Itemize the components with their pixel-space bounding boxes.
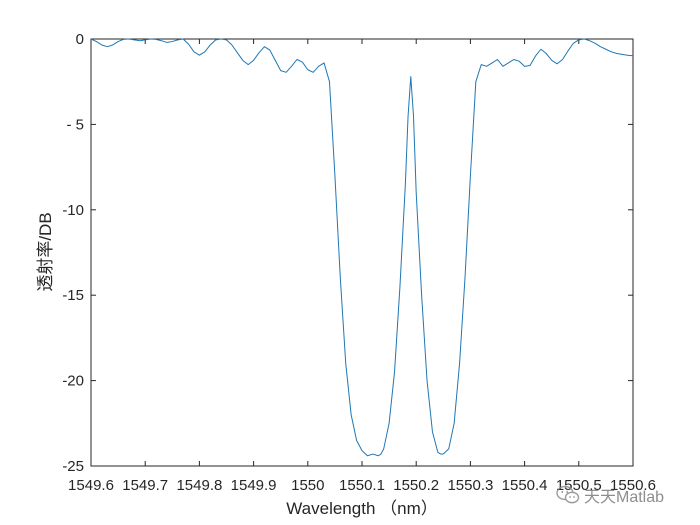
y-tick-label: -10 — [62, 202, 84, 219]
series-group — [90, 38, 634, 457]
y-tick-label: - 5 — [66, 116, 84, 133]
y-tick-label: -20 — [62, 373, 84, 390]
watermark: 天天Matlab — [556, 482, 696, 508]
x-tick-label: 1550 — [291, 477, 324, 494]
series-line-1 — [90, 38, 634, 457]
x-tick-label: 1549.7 — [122, 477, 168, 494]
y-tick-label: -25 — [62, 458, 84, 475]
y-tick-label: -15 — [62, 287, 84, 304]
wechat-icon — [556, 485, 580, 504]
y-axis-label: 透射率/DB — [36, 212, 55, 291]
x-tick-label: 1550.6 — [610, 477, 656, 494]
watermark-text: 天天Matlab — [584, 489, 665, 506]
x-axis: 1549.6 1549.7 1549.8 1549.9 1550 1550.1 1550.2… — [68, 39, 656, 494]
x-axis-label: Wavelength （nm） — [286, 499, 437, 518]
y-tick-label: 0 — [76, 31, 84, 48]
x-tick-label: 1550.2 — [393, 477, 439, 494]
x-tick-label: 1549.6 — [68, 477, 114, 494]
x-tick-label: 1550.4 — [502, 477, 548, 494]
x-tick-label: 1550.3 — [447, 477, 493, 494]
x-tick-label: 1549.8 — [176, 477, 222, 494]
x-tick-label: 1550.5 — [556, 477, 602, 494]
y-axis: 0 - 5 -10 -15 -20 -25 — [62, 31, 633, 475]
x-tick-label: 1549.9 — [231, 477, 277, 494]
x-tick-label: 1550.1 — [339, 477, 385, 494]
